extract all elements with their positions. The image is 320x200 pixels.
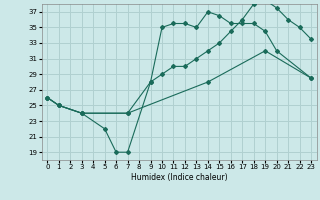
X-axis label: Humidex (Indice chaleur): Humidex (Indice chaleur) — [131, 173, 228, 182]
